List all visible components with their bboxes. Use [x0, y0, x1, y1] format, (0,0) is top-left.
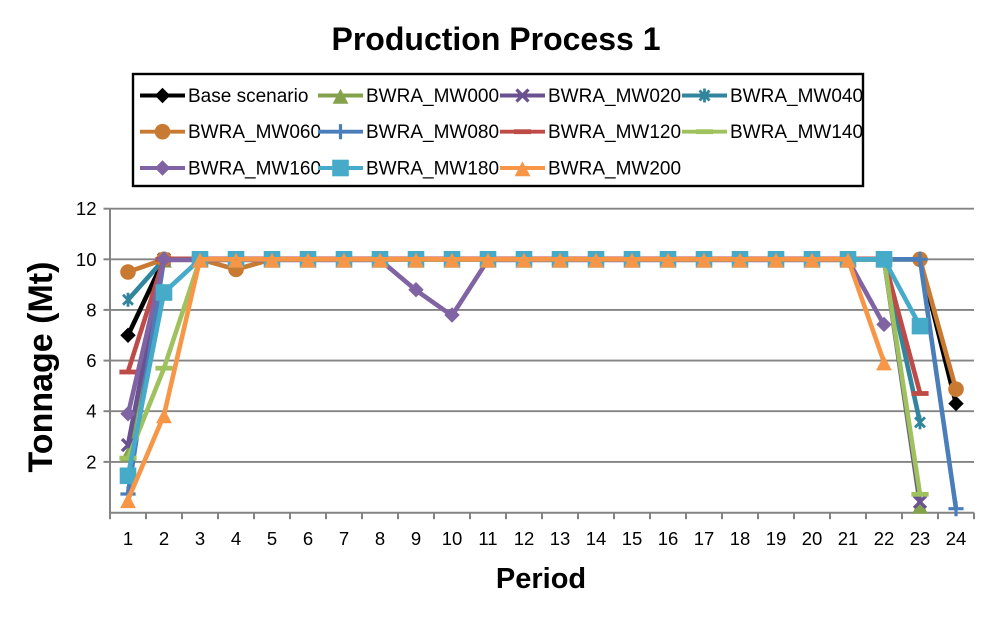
svg-text:6: 6 — [86, 350, 96, 371]
svg-text:12: 12 — [76, 198, 97, 219]
svg-text:18: 18 — [730, 528, 751, 549]
svg-text:16: 16 — [658, 528, 679, 549]
svg-text:21: 21 — [838, 528, 859, 549]
svg-text:24: 24 — [946, 528, 967, 549]
svg-text:2: 2 — [159, 528, 169, 549]
svg-text:10: 10 — [442, 528, 463, 549]
svg-text:20: 20 — [802, 528, 823, 549]
svg-text:10: 10 — [76, 249, 97, 270]
svg-text:Base scenario: Base scenario — [188, 86, 308, 107]
svg-text:BWRA_MW120: BWRA_MW120 — [548, 122, 681, 143]
svg-text:4: 4 — [231, 528, 241, 549]
svg-text:2: 2 — [86, 451, 96, 472]
svg-text:Tonnage (Mt): Tonnage (Mt) — [22, 262, 60, 473]
svg-text:22: 22 — [874, 528, 895, 549]
svg-text:17: 17 — [694, 528, 715, 549]
svg-text:7: 7 — [339, 528, 349, 549]
svg-text:19: 19 — [766, 528, 787, 549]
svg-text:6: 6 — [303, 528, 313, 549]
svg-text:BWRA_MW160: BWRA_MW160 — [188, 159, 321, 180]
svg-text:BWRA_MW060: BWRA_MW060 — [188, 122, 321, 143]
svg-text:BWRA_MW180: BWRA_MW180 — [366, 159, 499, 180]
svg-text:15: 15 — [622, 528, 643, 549]
svg-text:Production Process 1: Production Process 1 — [332, 21, 661, 57]
svg-text:8: 8 — [86, 299, 96, 320]
svg-text:5: 5 — [267, 528, 277, 549]
svg-text:8: 8 — [375, 528, 385, 549]
svg-text:9: 9 — [411, 528, 421, 549]
svg-text:BWRA_MW080: BWRA_MW080 — [366, 122, 499, 143]
svg-text:BWRA_MW200: BWRA_MW200 — [548, 159, 681, 180]
svg-text:23: 23 — [910, 528, 931, 549]
svg-text:Period: Period — [496, 563, 586, 595]
svg-text:11: 11 — [478, 528, 497, 549]
svg-text:BWRA_MW020: BWRA_MW020 — [548, 86, 681, 107]
svg-text:BWRA_MW040: BWRA_MW040 — [730, 86, 863, 107]
svg-text:BWRA_MW140: BWRA_MW140 — [730, 122, 863, 143]
svg-text:BWRA_MW000: BWRA_MW000 — [366, 86, 499, 107]
svg-text:12: 12 — [514, 528, 535, 549]
svg-text:1: 1 — [123, 528, 133, 549]
svg-text:3: 3 — [195, 528, 205, 549]
svg-text:13: 13 — [550, 528, 571, 549]
svg-text:14: 14 — [586, 528, 607, 549]
svg-text:4: 4 — [86, 401, 96, 422]
